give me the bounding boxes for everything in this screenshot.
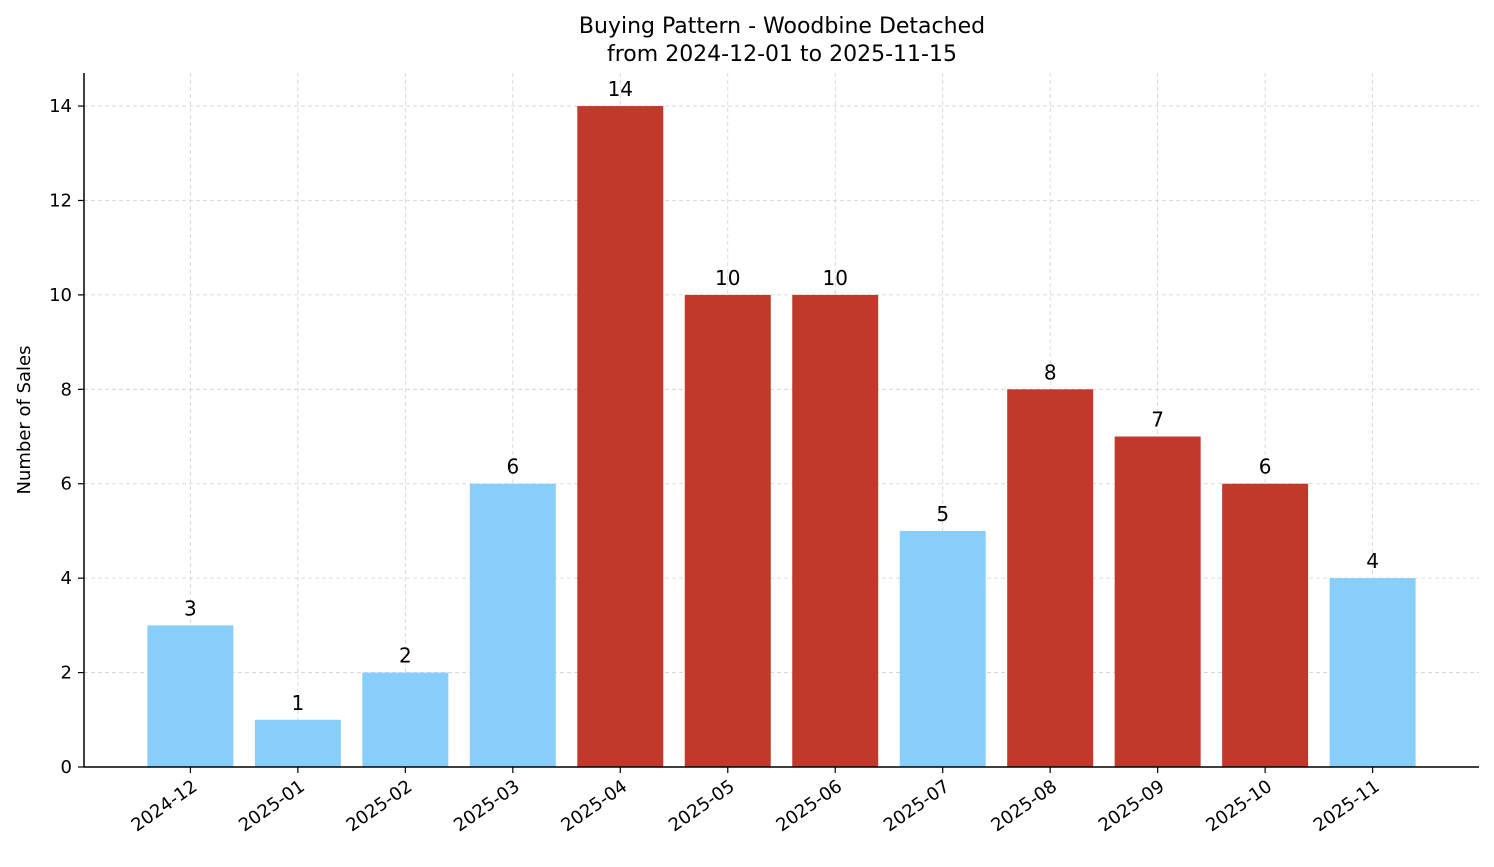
y-tick-label: 14 [49, 96, 72, 117]
bar-2025-08 [1007, 389, 1094, 767]
y-axis-label: Number of Sales [14, 345, 35, 494]
bar-2025-07 [899, 530, 986, 767]
bar-2025-05 [684, 294, 771, 767]
x-tick-label: 2025-10 [1202, 776, 1276, 836]
y-tick-label: 0 [61, 757, 72, 778]
y-tick-label: 2 [61, 663, 72, 684]
bar-2025-09 [1114, 436, 1201, 767]
x-tick-label: 2024-12 [128, 776, 202, 836]
x-tick-label: 2025-06 [772, 776, 846, 836]
y-tick-label: 8 [61, 379, 72, 400]
x-tick-label: 2025-05 [665, 776, 739, 836]
x-tick-label: 2025-04 [557, 776, 631, 836]
data-label: 8 [1044, 360, 1057, 384]
x-tick-label: 2025-01 [235, 776, 309, 836]
x-tick-label: 2025-11 [1310, 776, 1384, 836]
data-label: 4 [1366, 549, 1379, 573]
chart-subtitle: from 2024-12-01 to 2025-11-15 [607, 42, 957, 67]
data-label: 2 [399, 644, 412, 668]
data-label: 7 [1151, 408, 1164, 432]
bars [147, 106, 1416, 768]
data-labels: 3 1 2 6 14 10 10 5 8 7 6 4 [184, 77, 1379, 715]
data-label: 10 [715, 266, 740, 290]
x-tick-label: 2025-02 [343, 776, 417, 836]
data-label: 1 [292, 691, 305, 715]
x-tick-label: 2025-03 [450, 776, 524, 836]
y-tick-label: 4 [61, 568, 72, 589]
data-label: 3 [184, 596, 197, 620]
chart-title: Buying Pattern - Woodbine Detached [579, 14, 985, 39]
y-tick-label: 6 [61, 474, 72, 495]
bar-2025-01 [254, 719, 341, 767]
bar-2025-04 [577, 106, 664, 768]
bar-2025-06 [792, 294, 879, 767]
data-label: 6 [1259, 455, 1272, 479]
y-tick-label: 10 [49, 285, 72, 306]
x-tick-label: 2025-07 [880, 776, 954, 836]
y-tick-label: 12 [49, 190, 72, 211]
bar-2025-02 [362, 672, 449, 767]
bar-2024-12 [147, 625, 234, 767]
x-tick-label: 2025-08 [987, 776, 1061, 836]
x-tick-label: 2025-09 [1095, 776, 1169, 836]
bar-2025-03 [469, 483, 556, 767]
data-label: 10 [823, 266, 848, 290]
data-label: 6 [506, 455, 519, 479]
bar-2025-10 [1222, 483, 1309, 767]
data-label: 5 [936, 502, 949, 526]
bar-2025-11 [1329, 578, 1416, 767]
data-label: 14 [608, 77, 633, 101]
